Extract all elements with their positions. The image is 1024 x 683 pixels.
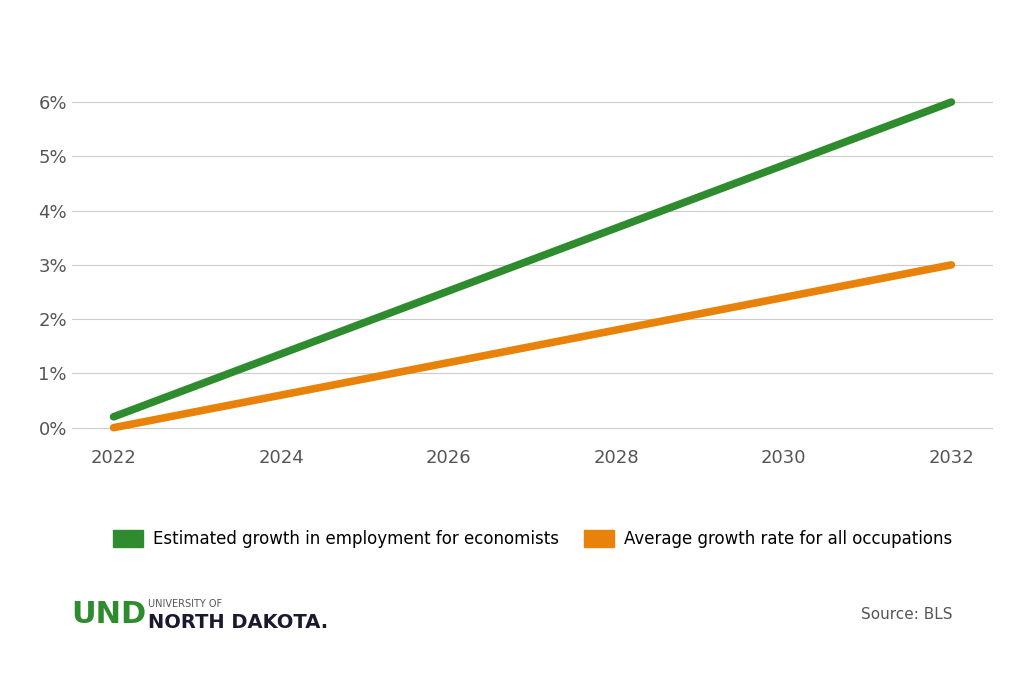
Legend: Estimated growth in employment for economists, Average growth rate for all occup: Estimated growth in employment for econo… [106, 524, 958, 555]
Text: Source: BLS: Source: BLS [861, 607, 952, 622]
Text: NORTH DAKOTA.: NORTH DAKOTA. [148, 613, 329, 632]
Text: UNIVERSITY OF: UNIVERSITY OF [148, 600, 222, 609]
Text: UND: UND [72, 600, 146, 629]
